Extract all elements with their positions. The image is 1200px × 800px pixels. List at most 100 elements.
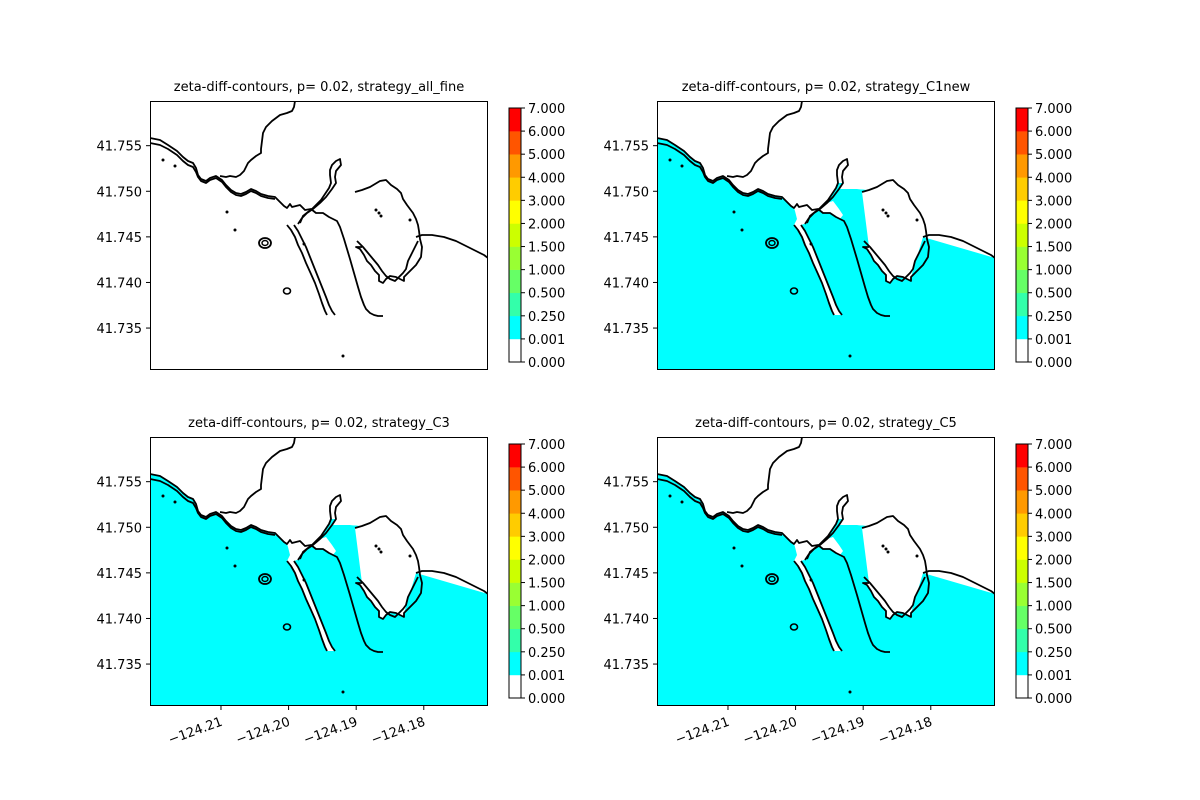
colorbar-label: 5.000 xyxy=(528,148,565,163)
colorbar-label: 0.001 xyxy=(1035,669,1072,684)
colorbar-label: 2.000 xyxy=(1035,553,1072,568)
rock-marker xyxy=(225,546,229,550)
jetty-outline xyxy=(297,158,342,225)
colorbar-segment xyxy=(509,582,521,606)
colorbar-segment xyxy=(1016,154,1028,178)
small-island-contour xyxy=(282,287,292,295)
colorbar-segment xyxy=(1016,628,1028,653)
colorbar-label: 6.000 xyxy=(1035,125,1072,140)
colorbar-label: 0.001 xyxy=(528,333,565,348)
colorbar-label: 3.000 xyxy=(1035,530,1072,545)
north-shoreline xyxy=(726,101,803,178)
water-fill-region xyxy=(657,474,995,706)
colorbar-label: 0.500 xyxy=(528,287,565,302)
rock-marker xyxy=(233,564,237,568)
y-tick-label: 41.735 xyxy=(97,658,143,673)
y-tick-label: 41.755 xyxy=(97,476,143,491)
colorbar-label: 4.000 xyxy=(1035,507,1072,522)
colorbar-segment xyxy=(509,108,521,132)
colorbar-label: 0.250 xyxy=(528,646,565,661)
colorbar-segment xyxy=(1016,246,1028,270)
rock-marker xyxy=(377,211,381,215)
y-tick-label: 41.735 xyxy=(97,322,143,337)
east-bay-outline xyxy=(356,240,419,282)
colorbar-segment xyxy=(1016,338,1028,363)
colorbar-label: 1.500 xyxy=(1035,241,1072,256)
east-shoreline xyxy=(922,234,995,259)
colorbar: 0.000 0.001 0.250 0.500 1.000 1.500 2.000 3.000… xyxy=(1015,438,1072,707)
colorbar-label: 1.000 xyxy=(528,600,565,615)
y-tick-label: 41.735 xyxy=(604,322,650,337)
rock-marker xyxy=(302,578,306,582)
rock-marker xyxy=(884,547,888,551)
y-tick-label: 41.755 xyxy=(604,476,650,491)
east-shoreline xyxy=(415,234,488,259)
rock-marker xyxy=(915,218,919,222)
x-tick-label: −124.18 xyxy=(369,715,427,748)
colorbar-segment xyxy=(509,131,521,155)
coastline-northwest xyxy=(150,137,383,317)
colorbar-label: 0.000 xyxy=(528,692,565,707)
colorbar-segment xyxy=(509,651,521,676)
y-tick-label: 41.745 xyxy=(97,567,143,582)
colorbar-label: 1.500 xyxy=(528,577,565,592)
colorbar-segment xyxy=(509,444,521,468)
colorbar-label: 1.000 xyxy=(1035,600,1072,615)
rock-marker xyxy=(377,547,381,551)
colorbar-label: 1.500 xyxy=(1035,577,1072,592)
plot-frame xyxy=(657,101,995,370)
plot-area xyxy=(657,437,995,706)
rock-marker xyxy=(848,690,852,694)
rock-marker xyxy=(341,690,345,694)
colorbar-label: 7.000 xyxy=(1035,438,1072,453)
y-tick-label: 41.740 xyxy=(97,612,143,627)
colorbar-segment xyxy=(1016,269,1028,294)
channel-east-bank xyxy=(800,560,843,652)
colorbar-segment xyxy=(509,628,521,653)
colorbar-label: 4.000 xyxy=(528,507,565,522)
colorbar-label: 2.000 xyxy=(528,553,565,568)
rock-marker xyxy=(379,550,383,554)
colorbar-label: 5.000 xyxy=(528,484,565,499)
channel-east-bank xyxy=(293,224,336,316)
colorbar-label: 1.500 xyxy=(528,241,565,256)
east-peninsula-outline xyxy=(861,179,930,284)
y-tick-label: 41.750 xyxy=(604,521,650,536)
channel-east-bank xyxy=(293,560,336,652)
map-panel-4: zeta-diff-contours, p= 0.02, strategy_C5… xyxy=(604,416,1073,748)
colorbar-frame xyxy=(1015,107,1029,363)
y-tick-label: 41.735 xyxy=(604,658,650,673)
plot-frame xyxy=(657,437,995,706)
map-panel-1: zeta-diff-contours, p= 0.02, strategy_al… xyxy=(97,80,566,371)
colorbar: 0.000 0.001 0.250 0.500 1.000 1.500 2.000 3.000… xyxy=(1015,102,1072,371)
colorbar-segment xyxy=(1016,177,1028,201)
rock-marker xyxy=(408,554,412,558)
rock-marker xyxy=(374,544,378,548)
east-peninsula-outline xyxy=(861,515,930,620)
x-tick-label: −124.21 xyxy=(674,715,732,748)
colorbar-label: 0.000 xyxy=(528,356,565,371)
colorbar-segment xyxy=(1016,651,1028,676)
rock-marker xyxy=(173,164,177,168)
colorbar: 0.000 0.001 0.250 0.500 1.000 1.500 2.000 3.000… xyxy=(508,102,565,371)
colorbar-label: 0.000 xyxy=(1035,356,1072,371)
y-tick-label: 41.745 xyxy=(604,231,650,246)
colorbar-segment xyxy=(1016,513,1028,537)
channel-west-bank xyxy=(286,224,328,316)
rock-marker xyxy=(848,354,852,358)
rock-marker xyxy=(886,550,890,554)
plot-frame xyxy=(150,437,488,706)
colorbar-segment xyxy=(509,292,521,317)
plot-area xyxy=(150,101,488,370)
rock-marker xyxy=(302,242,306,246)
colorbar-segment xyxy=(509,154,521,178)
colorbar-label: 6.000 xyxy=(528,125,565,140)
y-tick-label: 41.755 xyxy=(97,140,143,155)
small-island-contour xyxy=(282,623,292,631)
coastline-northwest-inner xyxy=(150,142,276,200)
colorbar-label: 6.000 xyxy=(528,461,565,476)
colorbar-segment xyxy=(509,674,521,699)
panel-title: zeta-diff-contours, p= 0.02, strategy_C3 xyxy=(188,416,450,431)
east-bay-outline xyxy=(863,240,926,282)
colorbar-frame xyxy=(508,107,522,363)
